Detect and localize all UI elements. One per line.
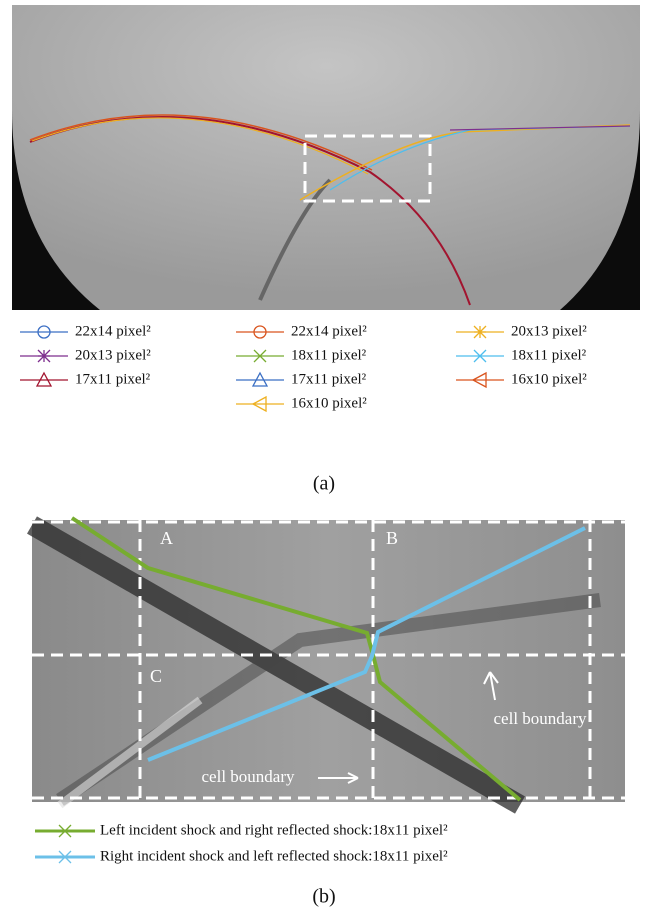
legend-marker [474, 326, 486, 338]
annotation: cell boundary [202, 767, 295, 786]
caption-a: (a) [313, 473, 335, 495]
legend-label: 17x11 pixel² [75, 371, 151, 387]
cell-label: B [386, 528, 398, 548]
legend-a: 22x14 pixel² 22x14 pixel² 20x13 pixel² 20x1… [20, 323, 587, 411]
legend-label: 16x10 pixel² [291, 395, 367, 411]
cell-label: A [160, 528, 173, 548]
legend-label: 18x11 pixel² [511, 347, 587, 363]
legend-label: Left incident shock and right reflected … [100, 822, 448, 838]
legend-label: 20x13 pixel² [511, 323, 587, 339]
figure: 22x14 pixel² 22x14 pixel² 20x13 pixel² 20x1… [0, 0, 648, 915]
legend-label: 20x13 pixel² [75, 347, 151, 363]
legend-label: 16x10 pixel² [511, 371, 587, 387]
legend-b: Left incident shock and right reflected … [35, 822, 448, 864]
legend-label: Right incident shock and left reflected … [100, 848, 448, 864]
legend-label: 22x14 pixel² [75, 323, 151, 339]
legend-label: 18x11 pixel² [291, 347, 367, 363]
photo-a [12, 5, 640, 310]
legend-marker [38, 350, 50, 362]
photo-b [32, 518, 625, 805]
legend-label: 17x11 pixel² [291, 371, 367, 387]
cell-label: C [150, 666, 162, 686]
annotation: cell boundary [494, 709, 587, 728]
legend-label: 22x14 pixel² [291, 323, 367, 339]
caption-b: (b) [312, 886, 335, 908]
